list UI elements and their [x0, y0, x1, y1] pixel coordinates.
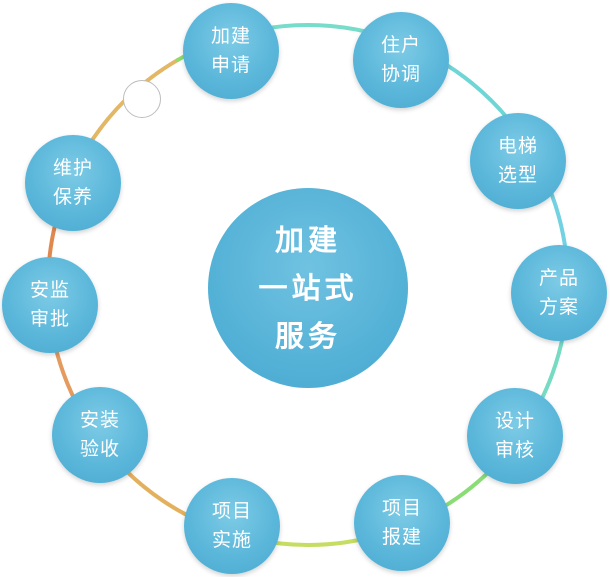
step-label-line2: 申请 — [210, 54, 251, 76]
step-label-line2: 验收 — [79, 438, 120, 460]
step-node-product-plan[interactable]: 产品 方案 — [511, 245, 607, 341]
step-label-line1: 设计 — [494, 410, 535, 432]
step-label-line2: 审核 — [494, 439, 535, 461]
step-label-line2: 报建 — [381, 526, 422, 548]
step-label-line2: 审批 — [29, 308, 70, 330]
step-node-installation-acceptance[interactable]: 安装 验收 — [52, 387, 148, 483]
step-node-elevator-selection[interactable]: 电梯 选型 — [470, 113, 566, 209]
step-label-line1: 安装 — [79, 409, 120, 431]
step-label-line1: 电梯 — [497, 135, 538, 157]
step-node-resident-coordination[interactable]: 住户 协调 — [353, 12, 449, 108]
step-node-project-implementation[interactable]: 项目 实施 — [184, 478, 280, 574]
step-label-line1: 安监 — [29, 279, 70, 301]
step-node-maintenance[interactable]: 维护 保养 — [25, 135, 121, 231]
step-label-line1: 维护 — [52, 157, 93, 179]
step-node-safety-approval[interactable]: 安监 审批 — [2, 257, 98, 353]
center-title-line1: 加建 — [274, 223, 341, 257]
step-label-line1: 项目 — [381, 497, 422, 519]
step-node-project-filing[interactable]: 项目 报建 — [354, 475, 450, 571]
center-title-line2: 一站式 — [258, 271, 358, 305]
step-label-line1: 项目 — [211, 500, 252, 522]
step-label-line2: 实施 — [211, 529, 252, 551]
center-circle: 加建 一站式 服务 — [208, 188, 408, 388]
step-label-line2: 保养 — [52, 186, 93, 208]
step-label-line1: 加建 — [210, 25, 251, 47]
step-label-line1: 住户 — [380, 34, 421, 56]
step-node-design-review[interactable]: 设计 审核 — [467, 388, 563, 484]
step-label-line2: 选型 — [497, 164, 538, 186]
step-label-line1: 产品 — [538, 267, 579, 289]
empty-circle-marker — [123, 80, 161, 118]
center-title-line3: 服务 — [274, 319, 341, 353]
step-node-apply[interactable]: 加建 申请 — [183, 3, 279, 99]
step-label-line2: 协调 — [380, 63, 421, 85]
step-label-line2: 方案 — [538, 296, 579, 318]
